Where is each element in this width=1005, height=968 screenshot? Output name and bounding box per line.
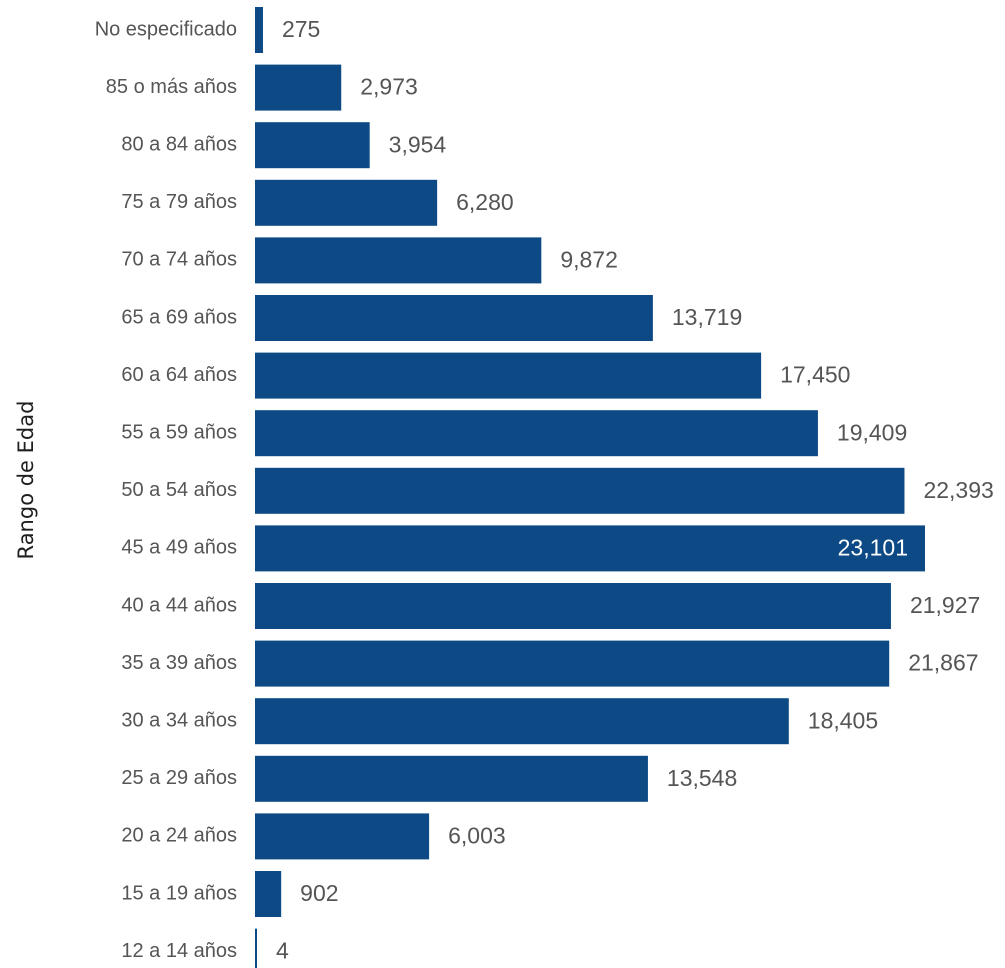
- category-label: 45 a 49 años: [121, 537, 237, 559]
- category-label: 75 a 79 años: [121, 191, 237, 213]
- category-label: 25 a 29 años: [121, 767, 237, 789]
- value-label: 4: [276, 938, 289, 964]
- value-label: 23,101: [838, 534, 908, 560]
- bar: [255, 295, 653, 341]
- category-label: 50 a 54 años: [121, 479, 237, 501]
- category-label: 12 a 14 años: [121, 940, 237, 962]
- category-label: 35 a 39 años: [121, 652, 237, 674]
- category-label: 55 a 59 años: [121, 421, 237, 443]
- value-label: 21,927: [910, 592, 980, 618]
- category-label: 40 a 44 años: [121, 594, 237, 616]
- category-label: 30 a 34 años: [121, 709, 237, 731]
- value-label: 21,867: [908, 650, 978, 676]
- category-label: 65 a 69 años: [121, 306, 237, 328]
- category-label: No especificado: [95, 18, 237, 40]
- value-label: 9,872: [560, 246, 618, 272]
- value-label: 275: [282, 16, 320, 42]
- y-axis-title: Rango de Edad: [14, 401, 38, 560]
- bar: [255, 583, 891, 629]
- value-label: 19,409: [837, 419, 907, 445]
- bar: [255, 813, 430, 860]
- bar: [255, 698, 789, 745]
- bar: [255, 640, 890, 687]
- value-label: 2,973: [360, 74, 418, 100]
- bar: [255, 410, 818, 457]
- bar: [255, 7, 263, 53]
- value-label: 902: [300, 880, 338, 906]
- bar: [255, 179, 438, 226]
- category-label: 85 o más años: [106, 76, 237, 98]
- value-label: 13,719: [672, 304, 742, 330]
- bar: [255, 928, 257, 968]
- category-label: 15 a 19 años: [121, 882, 237, 904]
- category-label: 70 a 74 años: [121, 249, 237, 271]
- category-label: 60 a 64 años: [121, 364, 237, 386]
- value-label: 22,393: [923, 477, 993, 503]
- value-label: 3,954: [389, 131, 447, 157]
- bars-group: No especificado 275 85 o más años 2,973 80 a…: [95, 7, 994, 968]
- category-label: 20 a 24 años: [121, 825, 237, 847]
- bar: [255, 237, 542, 284]
- category-label: 80 a 84 años: [121, 133, 237, 155]
- value-label: 17,450: [780, 362, 850, 388]
- bar: [255, 525, 925, 572]
- bar: [255, 352, 762, 399]
- bar: [255, 467, 905, 514]
- bar: [255, 871, 282, 917]
- value-label: 13,548: [667, 765, 737, 791]
- value-label: 6,280: [456, 189, 514, 215]
- value-label: 6,003: [448, 822, 506, 848]
- bar: [255, 755, 648, 802]
- bar: [255, 122, 370, 169]
- bar: [255, 64, 342, 111]
- value-label: 18,405: [808, 707, 878, 733]
